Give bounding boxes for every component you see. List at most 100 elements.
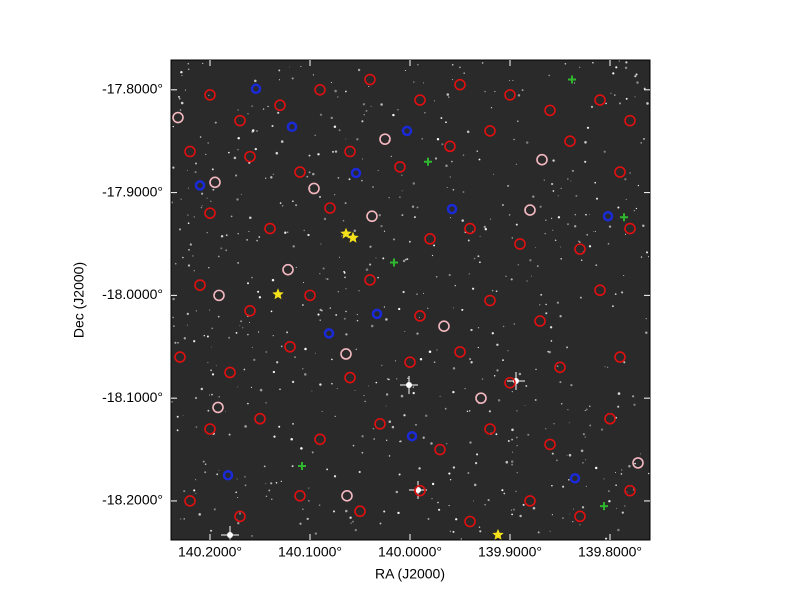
background-star (624, 505, 626, 507)
background-star (176, 429, 179, 432)
background-star (321, 411, 323, 413)
background-star (448, 472, 451, 475)
background-star (550, 340, 553, 342)
background-star (582, 462, 583, 464)
background-star (444, 407, 447, 410)
background-star (634, 75, 637, 78)
background-star (172, 125, 174, 128)
background-star (566, 223, 570, 226)
background-star (172, 316, 174, 319)
source-ring (204, 207, 216, 219)
background-star (399, 440, 401, 443)
background-star (317, 313, 320, 316)
background-star (581, 506, 585, 509)
background-star (369, 245, 372, 248)
background-star (628, 464, 631, 468)
background-star (579, 66, 581, 68)
background-star (502, 325, 505, 328)
background-star (588, 245, 592, 248)
background-star (524, 405, 526, 407)
background-star (314, 134, 317, 137)
source-ring (212, 401, 224, 414)
background-star (551, 484, 553, 487)
background-star (476, 453, 479, 456)
background-star (398, 473, 401, 476)
background-star (235, 491, 238, 494)
background-star (446, 442, 448, 445)
background-star (564, 62, 567, 65)
background-star (215, 365, 217, 367)
background-star (333, 475, 337, 478)
background-star (481, 62, 484, 64)
background-star (639, 453, 642, 455)
background-star (418, 316, 420, 318)
background-star (314, 532, 318, 535)
background-star (401, 174, 403, 176)
background-star (211, 373, 215, 376)
background-star (620, 473, 623, 475)
background-star (515, 223, 518, 226)
background-star (302, 304, 304, 306)
background-star (380, 224, 383, 228)
background-star (412, 391, 415, 395)
background-star (281, 204, 284, 207)
background-star (247, 113, 249, 115)
x-axis-label: RA (J2000) (375, 566, 445, 582)
source-ring (244, 304, 256, 317)
background-star (497, 399, 501, 402)
background-star (463, 72, 465, 74)
source-cross (298, 461, 306, 470)
background-star (395, 490, 399, 494)
source-ring (364, 73, 376, 86)
background-star (511, 463, 514, 466)
source-ring (234, 114, 246, 127)
background-star (507, 440, 510, 442)
background-star (492, 173, 494, 175)
background-star (511, 237, 514, 239)
background-star (494, 90, 496, 93)
background-star (315, 352, 316, 354)
background-star (361, 120, 364, 123)
background-star (240, 193, 242, 195)
background-star (593, 230, 595, 232)
background-star (437, 501, 439, 504)
background-star (488, 410, 491, 413)
background-star (249, 322, 251, 323)
source-ring (464, 222, 476, 235)
background-star (479, 261, 481, 264)
background-star (491, 289, 494, 292)
source-ring (379, 133, 391, 145)
background-star (228, 433, 231, 436)
background-star (178, 97, 181, 100)
y-tick-label: -17.9000° (102, 183, 163, 199)
background-star (515, 490, 517, 492)
background-star (265, 402, 267, 404)
source-ring (604, 412, 616, 425)
background-star (404, 258, 407, 261)
background-star (607, 242, 610, 245)
background-star (412, 182, 416, 185)
background-star (452, 466, 456, 469)
background-star (419, 358, 423, 361)
background-star (370, 324, 374, 328)
background-star (331, 358, 333, 361)
bright-star-spike (400, 376, 418, 394)
source-ring (172, 111, 184, 124)
background-star (421, 138, 423, 140)
background-star (363, 114, 365, 116)
source-ring (344, 145, 356, 158)
background-star (277, 111, 280, 114)
background-star (490, 218, 492, 220)
background-star (182, 256, 184, 259)
background-star (377, 169, 379, 172)
background-star (218, 469, 220, 471)
background-star (272, 370, 276, 374)
source-ring (174, 351, 186, 363)
background-star (621, 511, 624, 514)
background-star (337, 291, 339, 293)
background-star (294, 356, 296, 358)
source-dot (401, 125, 413, 137)
background-star (623, 361, 626, 364)
background-star (445, 121, 447, 124)
background-star (402, 259, 406, 263)
